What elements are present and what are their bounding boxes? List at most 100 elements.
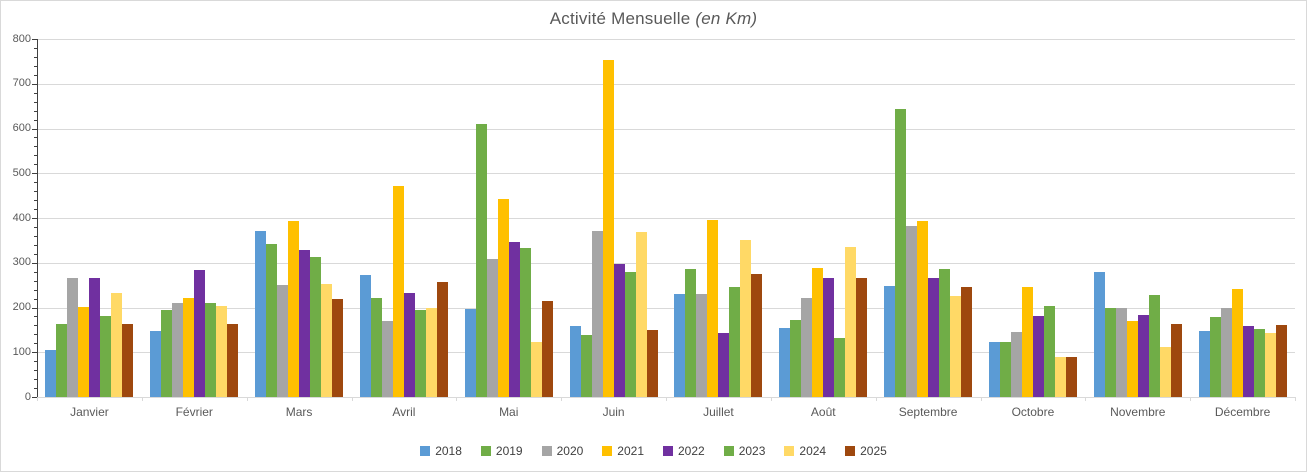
bar-2018-juillet	[674, 294, 686, 397]
bar-2025-septembre	[961, 286, 973, 397]
bar-2023-mars	[310, 256, 322, 397]
bar-2021-août	[812, 267, 824, 397]
bar-2019-juin	[580, 334, 592, 397]
bar-2024-avril	[425, 308, 437, 397]
bar-2024-novembre	[1159, 346, 1171, 397]
legend-item-2025: 2025	[845, 444, 887, 458]
bar-2020-octobre	[1010, 331, 1022, 397]
gridline-700	[37, 83, 1295, 85]
bar-group-avril	[359, 39, 448, 397]
legend-swatch-2021	[602, 446, 613, 456]
bar-2020-juin	[591, 230, 603, 397]
bar-2021-janvier	[78, 307, 90, 397]
y-axis-minor-tick	[34, 271, 38, 273]
gridline-600	[37, 128, 1295, 130]
bar-2022-juillet	[718, 332, 730, 397]
bar-2024-décembre	[1264, 332, 1276, 397]
x-axis-label-juillet: Juillet	[703, 405, 734, 419]
bar-2022-novembre	[1137, 315, 1149, 397]
bar-2024-octobre	[1054, 356, 1066, 397]
bar-2019-avril	[370, 297, 382, 397]
legend-item-2024: 2024	[784, 444, 826, 458]
x-axis-label-juin: Juin	[602, 405, 625, 419]
bar-2018-septembre	[884, 286, 896, 397]
bar-group-décembre	[1198, 39, 1287, 397]
bar-2019-septembre	[895, 108, 907, 397]
bar-2018-mai	[464, 309, 476, 397]
legend-swatch-2024	[784, 446, 795, 456]
legend-label-2019: 2019	[495, 444, 523, 458]
legend-label-2025: 2025	[860, 444, 887, 458]
bar-2024-mai	[530, 341, 542, 397]
bar-2019-août	[790, 320, 802, 397]
legend-item-2020: 2020	[541, 444, 583, 458]
y-axis-minor-tick	[34, 280, 38, 282]
bar-2020-avril	[381, 321, 393, 397]
y-axis-label: 600	[12, 122, 31, 134]
bar-2020-décembre	[1220, 307, 1232, 397]
legend-item-2023: 2023	[723, 444, 766, 458]
y-axis-major-tick	[32, 128, 38, 130]
category-tick	[875, 397, 877, 401]
legend-item-2018: 2018	[420, 444, 462, 458]
bar-2018-janvier	[45, 350, 57, 397]
y-axis-label: 500	[12, 166, 31, 179]
bar-group-mai	[464, 39, 553, 397]
bar-2021-février	[183, 297, 195, 397]
y-axis-major-tick	[32, 83, 38, 85]
legend: 2018 2019 2020 2021 2022 2023 2024 2025	[1, 444, 1306, 458]
x-axis-label-octobre: Octobre	[1011, 405, 1055, 419]
bar-2023-juin	[624, 271, 636, 397]
bar-2021-octobre	[1021, 287, 1033, 397]
bar-2018-novembre	[1093, 271, 1105, 397]
y-axis-label: 100	[12, 345, 31, 358]
bar-2024-septembre	[950, 295, 962, 397]
bar-2023-juillet	[729, 286, 741, 397]
bar-group-juin	[569, 39, 658, 397]
y-axis-minor-tick	[34, 379, 38, 381]
bar-group-septembre	[884, 39, 973, 397]
category-tick	[1190, 397, 1192, 401]
legend-swatch-2025	[845, 446, 856, 456]
bar-2021-juillet	[707, 220, 719, 397]
bar-2019-octobre	[999, 341, 1011, 397]
y-axis-minor-tick	[34, 119, 38, 121]
bar-2024-mars	[321, 283, 333, 397]
y-axis-major-tick	[32, 173, 38, 175]
y-axis-major-tick	[32, 397, 38, 398]
y-axis-minor-tick	[34, 253, 38, 255]
y-axis-minor-tick	[34, 343, 38, 345]
bar-2025-novembre	[1170, 323, 1182, 397]
chart-title-main: Activité Mensuelle	[549, 9, 691, 28]
bar-2021-décembre	[1231, 289, 1243, 397]
y-axis-minor-tick	[34, 137, 38, 139]
bar-2022-mai	[508, 242, 520, 397]
bar-2020-mars	[277, 284, 289, 397]
bar-2019-décembre	[1209, 317, 1221, 397]
bar-2023-février	[205, 302, 217, 397]
bar-2019-juillet	[685, 269, 697, 397]
category-tick	[246, 397, 248, 401]
bar-group-mars	[255, 39, 344, 397]
bar-2021-septembre	[917, 221, 929, 397]
y-axis-minor-tick	[34, 289, 38, 291]
legend-item-2022: 2022	[663, 444, 705, 458]
bar-2019-mars	[266, 244, 278, 397]
y-axis-major-tick	[32, 262, 38, 264]
legend-label-2024: 2024	[799, 444, 827, 458]
legend-label-2023: 2023	[738, 444, 766, 458]
y-axis-major-tick	[32, 352, 38, 354]
y-axis-minor-tick	[34, 235, 38, 237]
y-axis-label: 400	[12, 211, 31, 224]
bar-2018-avril	[359, 274, 371, 397]
bar-2019-février	[161, 309, 173, 397]
gridline-300	[37, 262, 1295, 264]
bar-2022-février	[194, 270, 206, 397]
legend-swatch-2023	[723, 446, 734, 456]
y-axis-minor-tick	[34, 47, 38, 49]
y-axis-minor-tick	[34, 65, 38, 67]
bar-2023-avril	[414, 310, 426, 397]
bar-2021-juin	[602, 60, 614, 397]
legend-label-2018: 2018	[435, 444, 462, 458]
bar-2024-août	[845, 246, 857, 397]
